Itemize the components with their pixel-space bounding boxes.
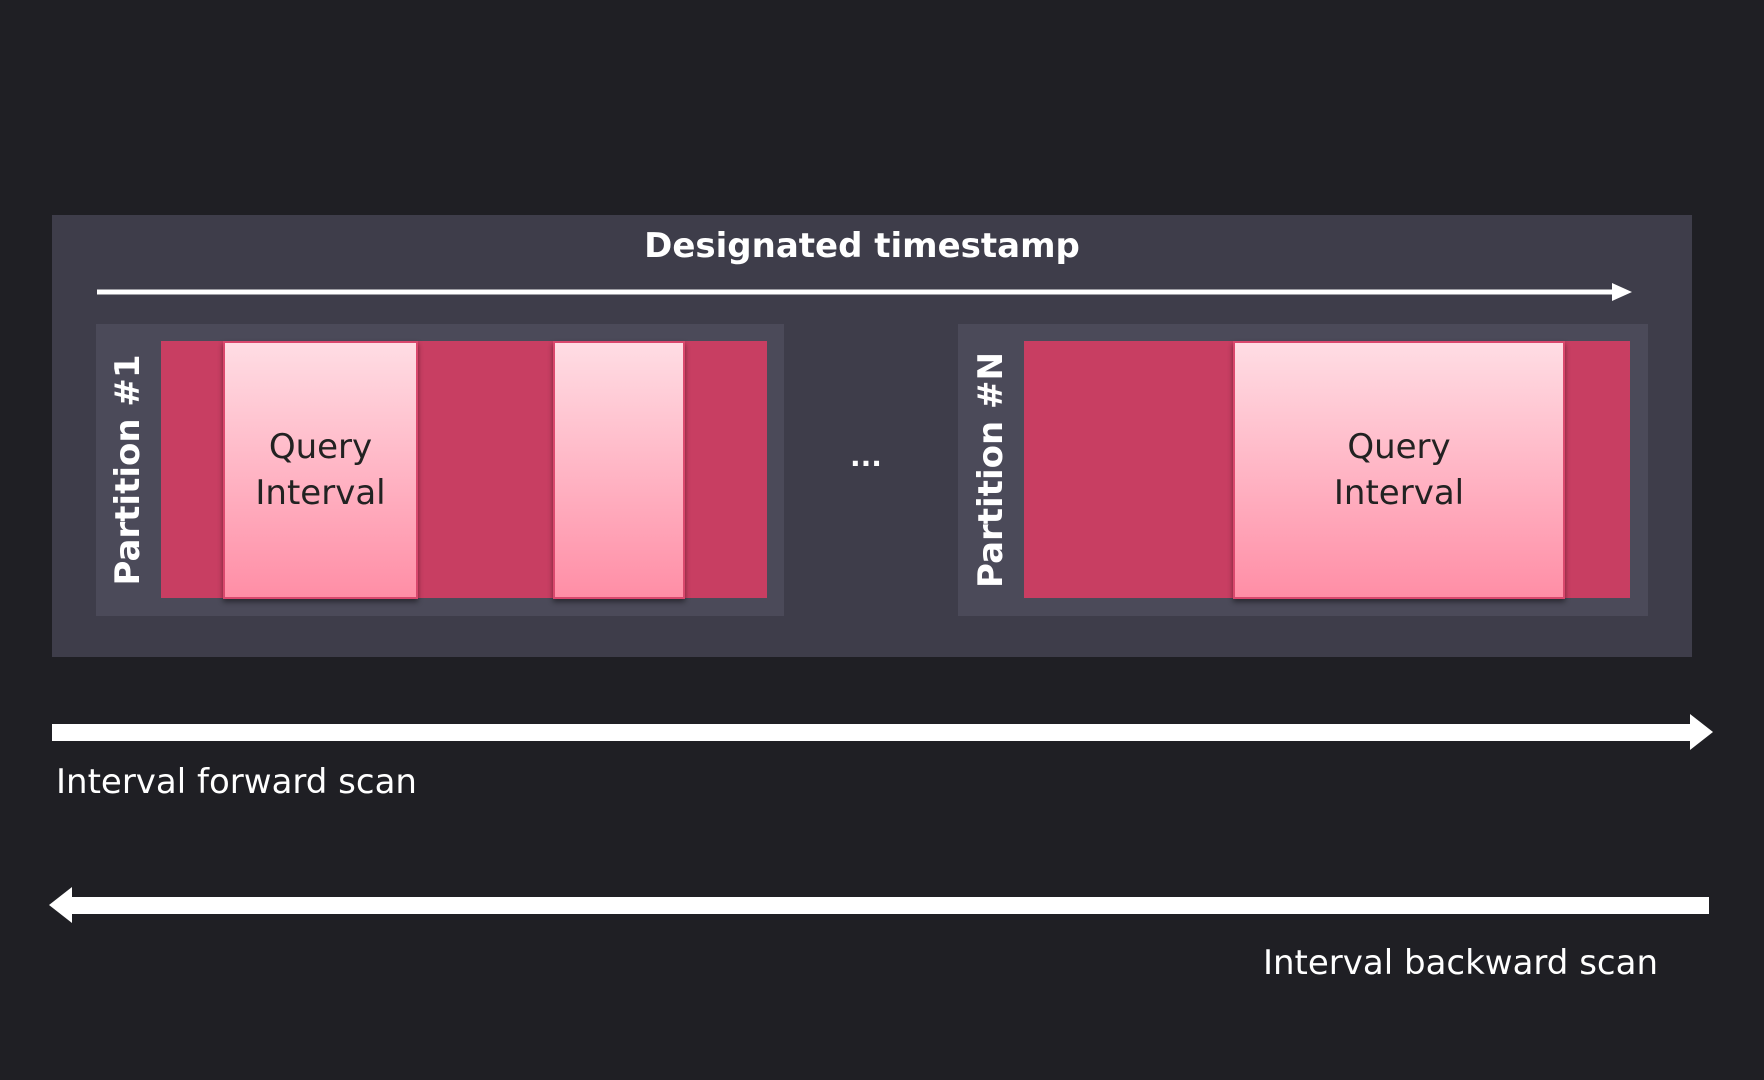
partition-n-label: Partition #N — [971, 352, 1011, 588]
forward-scan-label: Interval forward scan — [56, 762, 417, 802]
backward-scan-arrow — [49, 887, 1709, 923]
timestamp-arrow — [97, 283, 1632, 301]
backward-scan-label: Interval backward scan — [1262, 943, 1658, 983]
partition-1-label: Partition #1 — [108, 354, 148, 586]
forward-scan-arrow — [52, 714, 1713, 750]
ellipsis: ... — [850, 440, 882, 473]
query-interval-3: Query Interval — [1233, 341, 1565, 599]
query-interval-1: Query Interval — [223, 341, 418, 599]
designated-timestamp-title: Designated timestamp — [644, 226, 1080, 266]
query-interval-2 — [553, 341, 685, 599]
